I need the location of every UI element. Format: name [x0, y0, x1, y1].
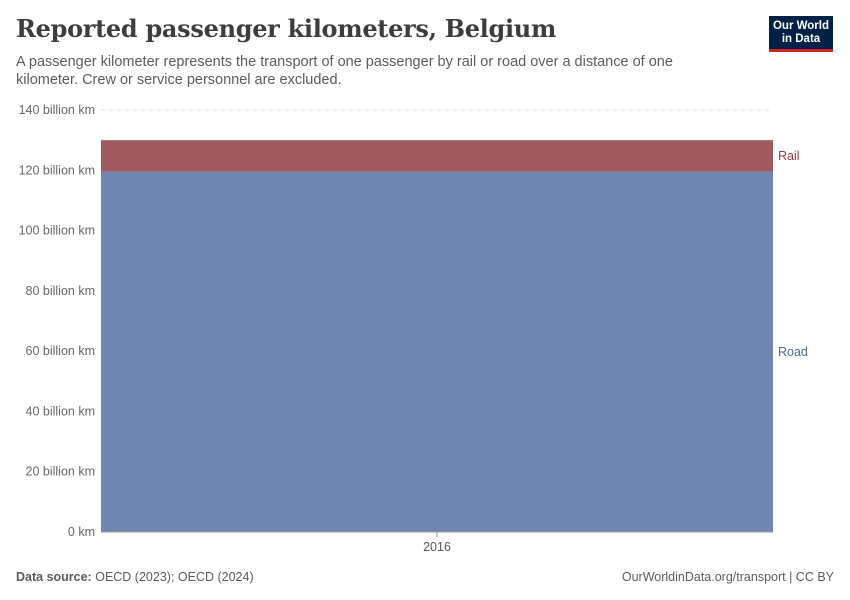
owid-logo[interactable]: Our World in Data	[769, 16, 833, 52]
y-tick-label: 80 billion km	[26, 284, 95, 298]
y-tick-label: 100 billion km	[19, 224, 95, 238]
data-source-label: Data source:	[16, 570, 92, 584]
logo-line-2: in Data	[781, 32, 821, 45]
y-tick-label: 20 billion km	[26, 465, 95, 479]
data-source-text[interactable]: OECD (2023); OECD (2024)	[95, 570, 254, 584]
chart-title: Reported passenger kilometers, Belgium	[16, 14, 557, 43]
area-road	[101, 171, 773, 532]
y-tick-label: 60 billion km	[26, 344, 95, 358]
footer-url[interactable]: OurWorldinData.org/transport | CC BY	[621, 570, 834, 584]
y-tick-label: 120 billion km	[19, 163, 95, 177]
stacked-area-chart: 0 km 20 billion km 40 billion km 60 billion…	[19, 103, 808, 554]
y-tick-label: 0 km	[68, 525, 95, 539]
y-tick-label: 140 billion km	[19, 103, 95, 117]
data-source: Data source: OECD (2023); OECD (2024)	[16, 570, 254, 584]
series-label-road: Road	[778, 345, 808, 359]
chart-subtitle: A passenger kilometer represents the tra…	[16, 54, 673, 88]
y-tick-label: 40 billion km	[26, 404, 95, 418]
x-tick-label: 2016	[423, 540, 451, 554]
logo-line-1: Our World	[772, 20, 829, 32]
area-rail	[101, 140, 773, 172]
series-label-rail: Rail	[778, 149, 800, 163]
